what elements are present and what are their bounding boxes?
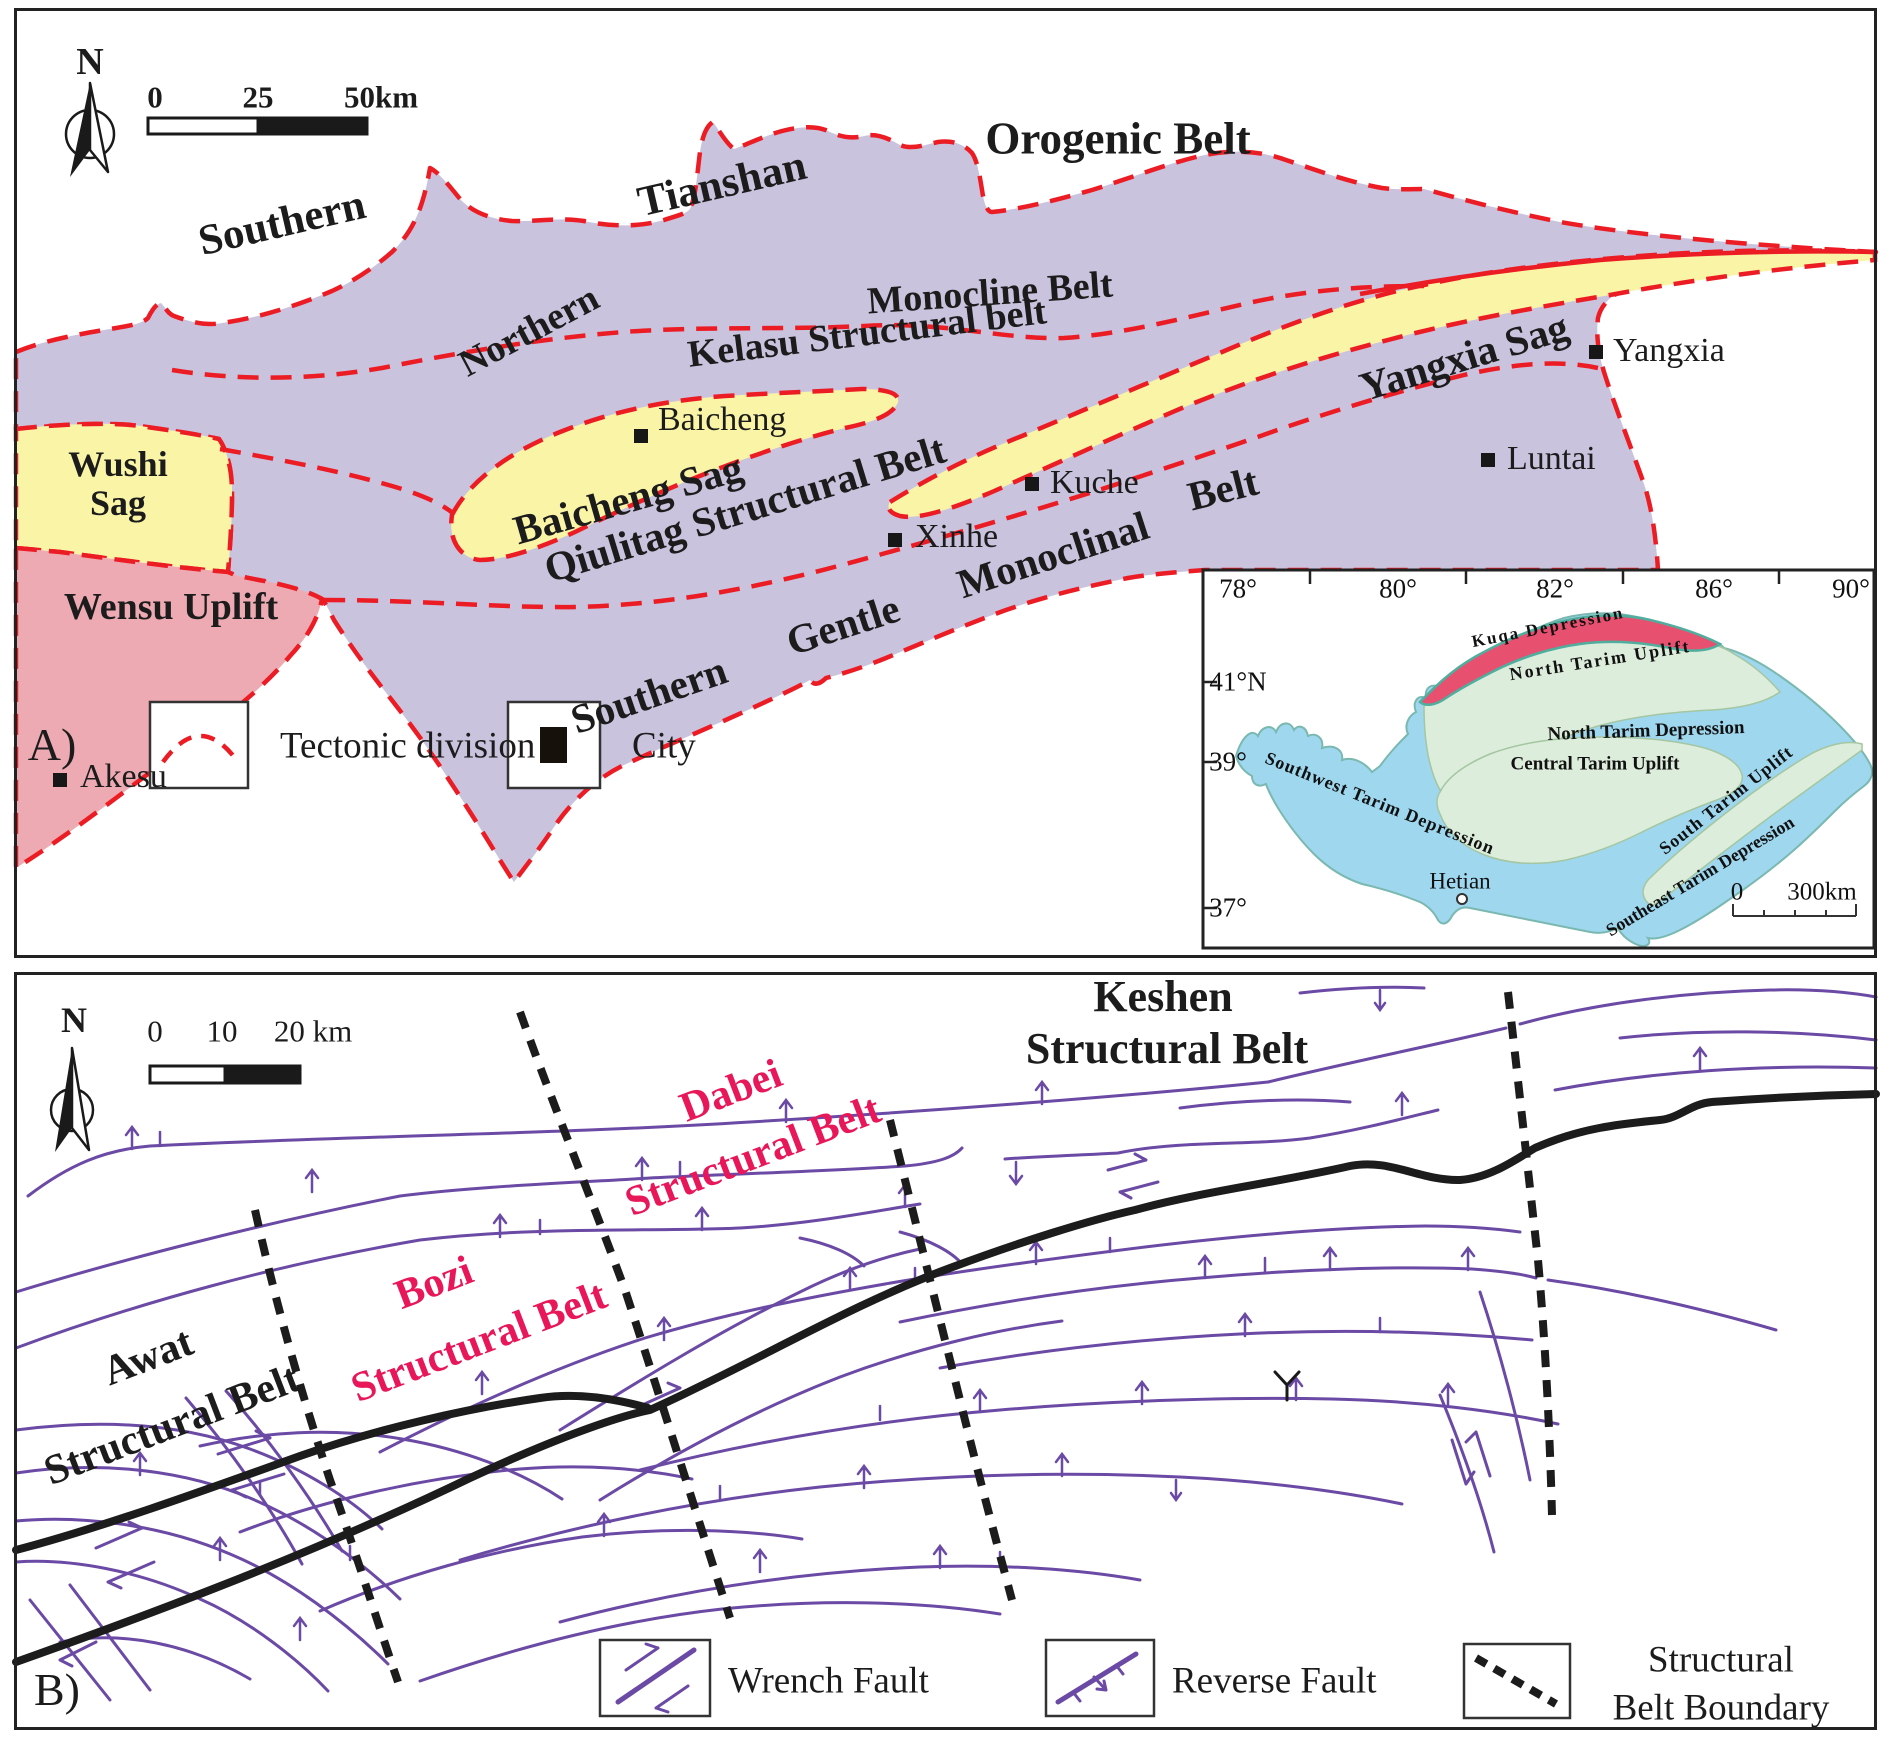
reverse-fault-symbol	[1055, 1651, 1139, 1705]
main-boundary-faults	[12, 1090, 1880, 1666]
tectonic-division-lines	[171, 283, 1599, 610]
city-marker-xinhe	[888, 533, 902, 547]
belt-label-wensu: Wensu Uplift	[63, 586, 279, 628]
city-label-luntai: Luntai	[1507, 440, 1596, 477]
scale-b-10: 10	[206, 1013, 238, 1049]
inset-lon-90: 90°	[1832, 573, 1870, 604]
inset-kuqa-depression	[1418, 614, 1723, 707]
inset-lat-41n: 41°N	[1209, 666, 1267, 697]
city-label-xinhe: Xinhe	[915, 518, 999, 555]
scale-b-0: 0	[147, 1013, 163, 1049]
inset-city-label-hetian: Hetian	[1429, 868, 1491, 894]
north-label: N	[61, 1000, 87, 1040]
panel-a-label: A)	[27, 719, 77, 770]
city-label-akesu: Akesu	[80, 758, 167, 795]
inset-city-marker-hetian	[1456, 893, 1468, 905]
panel-b-border	[14, 972, 1877, 1730]
belt-label-wushi: Wushi	[68, 444, 168, 484]
city-markers	[53, 345, 1603, 787]
city-marker-kuche	[1025, 477, 1039, 491]
city-symbol	[540, 727, 567, 763]
north-arrow-icon	[64, 81, 116, 177]
legend-a	[148, 700, 602, 790]
structural-belt-fault-map	[12, 972, 1880, 1730]
region-baicheng-sag	[449, 386, 901, 563]
wrench-fault-arrows	[58, 1152, 1492, 1668]
legend-label-tectonic-division: Tectonic division	[280, 725, 536, 767]
scale-a-0: 0	[147, 79, 163, 115]
belt-label-wushi-sag: Sag	[89, 483, 147, 523]
black-fault-glyph	[1273, 1370, 1301, 1402]
scale-b-20km: 20 km	[273, 1013, 353, 1049]
city-marker-baicheng	[634, 429, 648, 443]
city-label-yangxia: Yangxia	[1613, 332, 1725, 369]
fault-traces	[14, 985, 1878, 1702]
belt-label-keshen-1: Keshen	[1093, 972, 1233, 1021]
scale-a-25: 25	[242, 79, 274, 115]
inset-lon-80: 80°	[1379, 573, 1417, 604]
north-arrow-icon	[49, 1046, 95, 1152]
city-marker-luntai	[1481, 453, 1495, 467]
north-label: N	[76, 41, 104, 83]
scale-a-50km: 50km	[343, 79, 419, 115]
scale-bar-a	[146, 116, 369, 136]
legend-label-reverse-fault: Reverse Fault	[1172, 1660, 1377, 1702]
reverse-fault-ticks	[124, 1045, 1708, 1642]
solid-division-line	[1359, 249, 1876, 297]
legend-label-boundary-2: Belt Boundary	[1612, 1687, 1830, 1729]
city-marker-akesu	[53, 773, 67, 787]
city-label-kuche: Kuche	[1050, 464, 1139, 501]
panel-b-label: B)	[34, 1664, 80, 1715]
legend-label-city: City	[632, 725, 696, 767]
inset-lat-39: 39°	[1209, 746, 1247, 777]
inset-scale-300km: 300km	[1787, 878, 1857, 906]
inset-lon-86: 86°	[1695, 573, 1733, 604]
region-yangxia-sag	[886, 248, 1878, 520]
belt-label-orogenic: Orogenic Belt	[985, 113, 1251, 164]
inset-green-uplifts	[1423, 632, 1863, 907]
inset-scale-bar	[1732, 904, 1857, 917]
city-label-baicheng: Baicheng	[658, 401, 787, 438]
belt-boundary-symbol	[1474, 1654, 1558, 1708]
city-marker-yangxia	[1589, 345, 1603, 359]
legend-label-boundary-1: Structural	[1648, 1639, 1794, 1681]
scale-bar-b	[148, 1064, 302, 1085]
legend-b	[598, 1638, 1572, 1720]
belt-boundary-dashes	[251, 991, 1556, 1684]
tectonic-division-symbol	[161, 733, 237, 764]
panel-a-border	[14, 8, 1877, 958]
wrench-fault-symbol	[615, 1642, 697, 1714]
inset-graticule-ticks	[1203, 570, 1781, 910]
legend-label-wrench-fault: Wrench Fault	[728, 1660, 929, 1702]
tarim-basin-inset	[1201, 568, 1876, 950]
inset-unit-central-uplift: Central Tarim Uplift	[1510, 753, 1680, 775]
belt-label-keshen-2: Structural Belt	[1025, 1024, 1309, 1073]
kuqa-depression-map	[13, 8, 1879, 958]
inset-lon-82: 82°	[1536, 573, 1574, 604]
inset-scale-0: 0	[1730, 878, 1744, 906]
inset-lat-37: 37°	[1209, 892, 1247, 923]
inset-lon-78: 78°	[1219, 573, 1257, 604]
